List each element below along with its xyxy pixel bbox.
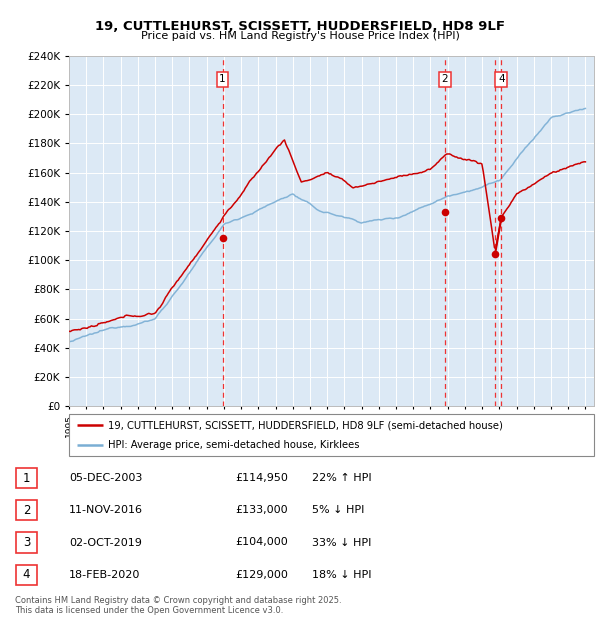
Text: 19, CUTTLEHURST, SCISSETT, HUDDERSFIELD, HD8 9LF (semi-detached house): 19, CUTTLEHURST, SCISSETT, HUDDERSFIELD,… <box>109 420 503 430</box>
Text: Contains HM Land Registry data © Crown copyright and database right 2025.
This d: Contains HM Land Registry data © Crown c… <box>15 596 341 615</box>
Text: 05-DEC-2003: 05-DEC-2003 <box>69 473 142 483</box>
Text: Price paid vs. HM Land Registry's House Price Index (HPI): Price paid vs. HM Land Registry's House … <box>140 31 460 41</box>
Text: 19, CUTTLEHURST, SCISSETT, HUDDERSFIELD, HD8 9LF: 19, CUTTLEHURST, SCISSETT, HUDDERSFIELD,… <box>95 20 505 33</box>
Text: 11-NOV-2016: 11-NOV-2016 <box>69 505 143 515</box>
Text: £133,000: £133,000 <box>235 505 288 515</box>
Text: 5% ↓ HPI: 5% ↓ HPI <box>312 505 364 515</box>
Text: 2: 2 <box>442 74 448 84</box>
Text: £129,000: £129,000 <box>235 570 288 580</box>
Text: 4: 4 <box>23 569 30 581</box>
Text: 18% ↓ HPI: 18% ↓ HPI <box>312 570 371 580</box>
FancyBboxPatch shape <box>16 500 37 520</box>
FancyBboxPatch shape <box>16 565 37 585</box>
Text: HPI: Average price, semi-detached house, Kirklees: HPI: Average price, semi-detached house,… <box>109 440 360 450</box>
Text: 1: 1 <box>23 472 30 484</box>
Text: 22% ↑ HPI: 22% ↑ HPI <box>312 473 371 483</box>
FancyBboxPatch shape <box>16 468 37 488</box>
Text: 2: 2 <box>23 504 30 516</box>
FancyBboxPatch shape <box>16 533 37 552</box>
Text: 3: 3 <box>23 536 30 549</box>
FancyBboxPatch shape <box>69 414 594 456</box>
Text: 4: 4 <box>498 74 505 84</box>
Text: 1: 1 <box>219 74 226 84</box>
Text: 02-OCT-2019: 02-OCT-2019 <box>69 538 142 547</box>
Text: 18-FEB-2020: 18-FEB-2020 <box>69 570 140 580</box>
Text: £104,000: £104,000 <box>235 538 288 547</box>
Text: 33% ↓ HPI: 33% ↓ HPI <box>312 538 371 547</box>
Text: £114,950: £114,950 <box>235 473 288 483</box>
